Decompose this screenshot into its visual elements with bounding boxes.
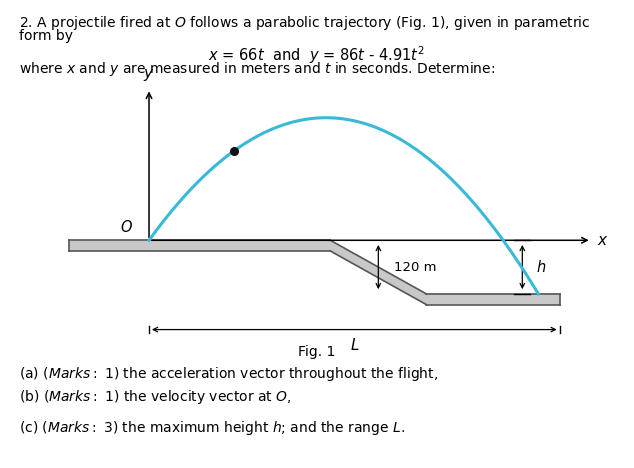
Text: $O$: $O$ [120, 219, 133, 235]
Text: $y$: $y$ [143, 67, 155, 83]
Text: (b) $\mathit{(Marks:\ 1)}$ the velocity vector at $O$,: (b) $\mathit{(Marks:\ 1)}$ the velocity … [19, 388, 292, 405]
Text: $x$: $x$ [597, 233, 609, 248]
Text: $L$: $L$ [349, 336, 359, 353]
Text: where $x$ and $y$ are measured in meters and $t$ in seconds. Determine:: where $x$ and $y$ are measured in meters… [19, 60, 495, 78]
Text: $h$: $h$ [536, 259, 546, 275]
Text: 120 m: 120 m [394, 261, 437, 274]
Text: (c) $\mathit{(Marks:\ 3)}$ the maximum height $h$; and the range $L$.: (c) $\mathit{(Marks:\ 3)}$ the maximum h… [19, 419, 405, 437]
Text: Fig. 1: Fig. 1 [299, 345, 335, 359]
Text: 2. A projectile fired at $O$ follows a parabolic trajectory (Fig. 1), given in p: 2. A projectile fired at $O$ follows a p… [19, 14, 590, 32]
Text: $x$ = 66$t$  and  $y$ = 86$t$ - 4.91$t^{2}$: $x$ = 66$t$ and $y$ = 86$t$ - 4.91$t^{2}… [209, 44, 425, 66]
Text: (a) $\mathit{(Marks:\ 1)}$ the acceleration vector throughout the flight,: (a) $\mathit{(Marks:\ 1)}$ the accelerat… [19, 365, 438, 383]
Text: form by: form by [19, 29, 73, 43]
Polygon shape [69, 240, 560, 305]
